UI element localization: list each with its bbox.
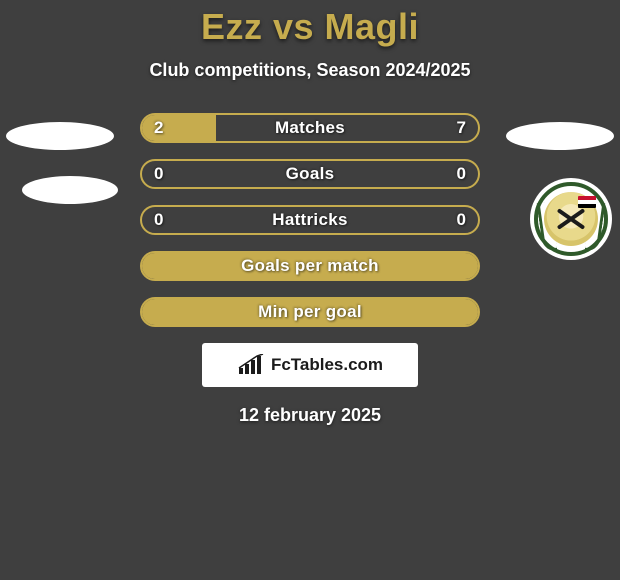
comparison-card: Ezz vs Magli Club competitions, Season 2…	[0, 0, 620, 426]
bar-goals-label: Goals	[286, 164, 335, 184]
bar-matches-label: Matches	[275, 118, 345, 138]
bar-goals-per-match: Goals per match	[140, 251, 480, 281]
bar-chart-icon	[237, 354, 265, 376]
bar-matches: 2 Matches 7	[140, 113, 480, 143]
player-left-ellipse-2	[22, 176, 118, 204]
bar-matches-right: 7	[457, 118, 466, 138]
bar-goals: 0 Goals 0	[140, 159, 480, 189]
stat-bars: 2 Matches 7 0 Goals 0 0 Hattricks 0 Goal…	[140, 113, 480, 327]
bar-gpm-label: Goals per match	[241, 256, 379, 276]
subtitle: Club competitions, Season 2024/2025	[0, 60, 620, 81]
bar-min-per-goal: Min per goal	[140, 297, 480, 327]
fctables-text: FcTables.com	[271, 355, 383, 375]
bar-hattricks-left: 0	[154, 210, 163, 230]
bar-goals-right: 0	[457, 164, 466, 184]
player-right-ellipse-1	[506, 122, 614, 150]
fctables-watermark: FcTables.com	[202, 343, 418, 387]
bar-mpg-label: Min per goal	[258, 302, 362, 322]
bar-hattricks-right: 0	[457, 210, 466, 230]
club-badge-right	[530, 178, 612, 260]
date: 12 february 2025	[0, 405, 620, 426]
bar-hattricks: 0 Hattricks 0	[140, 205, 480, 235]
page-title: Ezz vs Magli	[0, 6, 620, 48]
bar-matches-left: 2	[154, 118, 163, 138]
bar-goals-left: 0	[154, 164, 163, 184]
player-left-ellipse-1	[6, 122, 114, 150]
bar-hattricks-label: Hattricks	[272, 210, 347, 230]
